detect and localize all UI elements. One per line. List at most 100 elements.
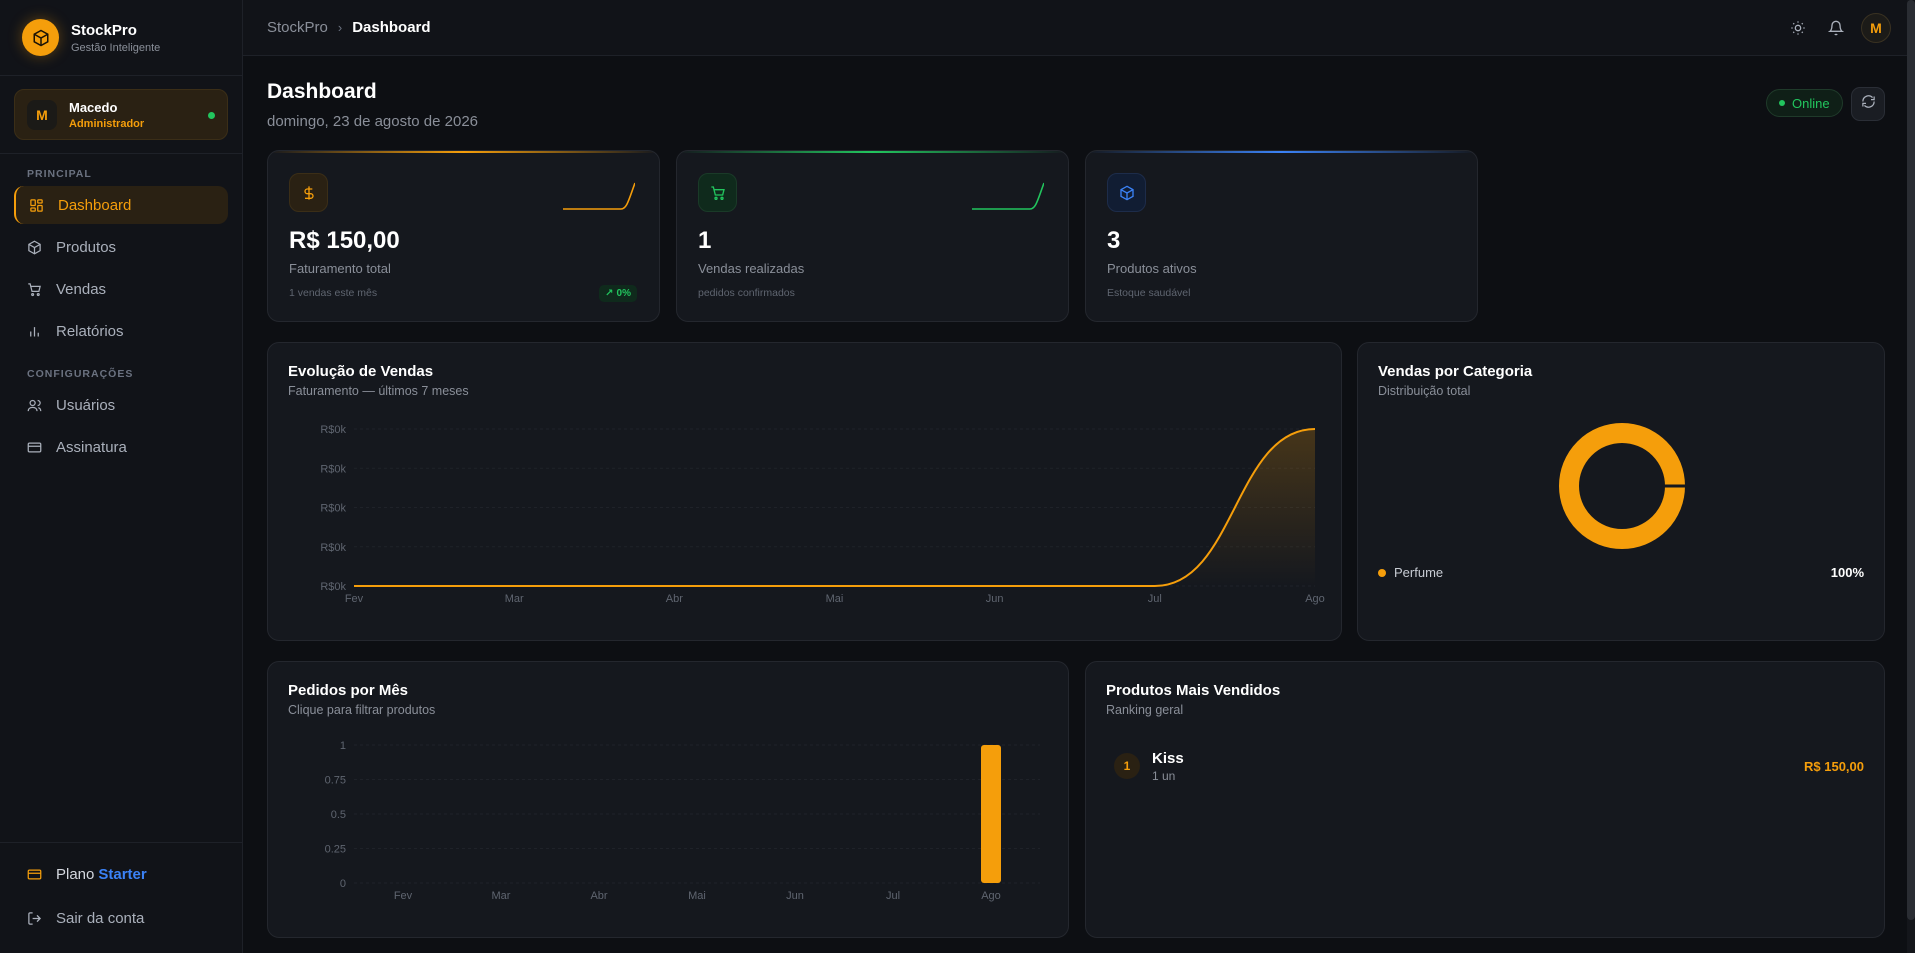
- main-content: StockPro › Dashboard M Dashboard domingo…: [243, 0, 1915, 953]
- sidebar-item-vendas[interactable]: Vendas: [14, 270, 228, 308]
- chevron-right-icon: ›: [337, 20, 343, 35]
- y-tick-label: 1: [340, 740, 346, 752]
- stat-card-sales: 1 Vendas realizadas pedidos confirmados: [676, 150, 1069, 322]
- series-line: [354, 428, 1316, 587]
- sparkline: [563, 182, 635, 210]
- x-tick-label: Mai: [826, 593, 844, 605]
- top-products-panel: Produtos Mais Vendidos Ranking geral 1 K…: [1085, 661, 1885, 938]
- page-header: Dashboard domingo, 23 de agosto de 2026: [267, 80, 478, 130]
- x-tick-label: Jun: [986, 593, 1004, 605]
- sidebar-item-produtos[interactable]: Produtos: [14, 228, 228, 266]
- sidebar-item-label: Produtos: [56, 238, 117, 256]
- credit-card-icon: [26, 866, 42, 882]
- stat-card-products: 3 Produtos ativos Estoque saudável: [1085, 150, 1478, 322]
- stat-note: pedidos confirmados: [698, 287, 795, 299]
- user-card[interactable]: M Macedo Administrador: [14, 89, 228, 140]
- card-accent-line: [677, 151, 1068, 153]
- legend-dot: [1378, 568, 1386, 577]
- stat-label: Faturamento total: [289, 261, 391, 276]
- x-tick-label: Fev: [394, 890, 413, 902]
- logout-label: Sair da conta: [56, 909, 145, 927]
- product-revenue: R$ 150,00: [1804, 758, 1864, 774]
- sidebar-item-label: Relatórios: [56, 322, 124, 340]
- sidebar-item-label: Dashboard: [58, 196, 132, 214]
- sidebar-item-assinatura[interactable]: Assinatura: [14, 428, 228, 466]
- panel-title: Vendas por Categoria: [1378, 363, 1533, 380]
- divider: [0, 153, 242, 154]
- stat-card-revenue: R$ 150,00 Faturamento total 1 vendas est…: [267, 150, 660, 322]
- user-name: Macedo: [69, 99, 118, 115]
- scrollbar[interactable]: [1907, 0, 1915, 953]
- x-tick-label: Abr: [666, 593, 683, 605]
- credit-card-icon: [26, 439, 42, 455]
- grid-icon: [28, 197, 44, 213]
- user-avatar: M: [27, 99, 57, 130]
- sparkline: [972, 182, 1044, 210]
- x-tick-label: Jul: [1148, 593, 1162, 605]
- product-name: Kiss: [1152, 749, 1184, 767]
- stat-value: 3: [1107, 227, 1121, 254]
- box-icon: [1107, 173, 1146, 212]
- breadcrumb-root[interactable]: StockPro: [267, 19, 328, 36]
- page-title: Dashboard: [267, 80, 377, 103]
- panel-title: Pedidos por Mês: [288, 682, 409, 699]
- x-tick-label: Fev: [345, 593, 364, 605]
- brand-subtitle: Gestão Inteligente: [71, 41, 161, 54]
- sidebar-item-usuarios[interactable]: Usuários: [14, 386, 228, 424]
- stat-value: 1: [698, 227, 712, 254]
- legend-label: Perfume: [1394, 565, 1444, 580]
- bar: [981, 745, 1001, 883]
- stat-label: Produtos ativos: [1107, 261, 1197, 276]
- stat-note: 1 vendas este mês: [289, 287, 378, 299]
- scrollbar-thumb[interactable]: [1907, 0, 1915, 920]
- bell-icon[interactable]: [1823, 15, 1849, 41]
- box-icon: [26, 239, 42, 255]
- legend-item[interactable]: Perfume: [1378, 565, 1443, 580]
- trend-value: 0%: [616, 288, 631, 299]
- x-tick-label: Jun: [786, 890, 804, 902]
- panel-subtitle: Clique para filtrar produtos: [288, 703, 436, 717]
- logout-button[interactable]: Sair da conta: [14, 899, 228, 937]
- brand-name: StockPro: [71, 21, 137, 39]
- sidebar-item-relatorios[interactable]: Relatórios: [14, 312, 228, 350]
- list-item[interactable]: 1 Kiss 1 un R$ 150,00: [1106, 746, 1864, 786]
- orders-bar-chart[interactable]: 1 0.75 0.5 0.25 0 Fev Mar Abr Mai Jun Jul Ago: [268, 662, 1070, 939]
- breadcrumb-current: Dashboard: [352, 19, 431, 36]
- refresh-button[interactable]: [1851, 87, 1885, 121]
- y-tick-label: R$0k: [320, 463, 346, 475]
- sun-icon[interactable]: [1785, 15, 1811, 41]
- logout-icon: [26, 910, 42, 926]
- brand[interactable]: StockPro Gestão Inteligente: [0, 0, 242, 76]
- pie-slice: [1559, 423, 1685, 549]
- product-quantity: 1 un: [1152, 768, 1176, 783]
- box-logo-icon: [22, 19, 59, 56]
- stat-label: Vendas realizadas: [698, 261, 805, 276]
- bar-chart-icon: [26, 323, 42, 339]
- sidebar-item-label: Vendas: [56, 280, 107, 298]
- category-donut-chart[interactable]: [1358, 343, 1886, 642]
- sidebar-item-dashboard[interactable]: Dashboard: [14, 186, 228, 224]
- cart-icon: [698, 173, 737, 212]
- x-tick-label: Mar: [505, 593, 524, 605]
- panel-subtitle: Ranking geral: [1106, 703, 1184, 717]
- section-label-principal: PRINCIPAL: [27, 168, 92, 180]
- user-avatar-button[interactable]: M: [1861, 12, 1891, 43]
- dollar-icon: [289, 173, 328, 212]
- x-tick-label: Mar: [492, 890, 511, 902]
- panel-title: Produtos Mais Vendidos: [1106, 682, 1281, 699]
- panel-subtitle: Distribuição total: [1378, 384, 1471, 398]
- x-tick-label: Mai: [688, 890, 706, 902]
- user-role: Administrador: [69, 117, 145, 130]
- plan-link[interactable]: Plano Starter: [14, 855, 228, 893]
- trend-badge: ↗ 0%: [599, 285, 637, 302]
- x-tick-label: Ago: [1305, 593, 1325, 605]
- category-panel: Vendas por Categoria Distribuição total …: [1357, 342, 1885, 641]
- x-tick-label: Jul: [886, 890, 900, 902]
- y-tick-label: R$0k: [320, 542, 346, 554]
- x-tick-label: Abr: [590, 890, 607, 902]
- status-dot: [1779, 100, 1785, 106]
- area-fill: [354, 429, 1315, 586]
- legend-percentage: 100%: [1830, 565, 1864, 580]
- y-tick-label: 0.5: [331, 809, 346, 821]
